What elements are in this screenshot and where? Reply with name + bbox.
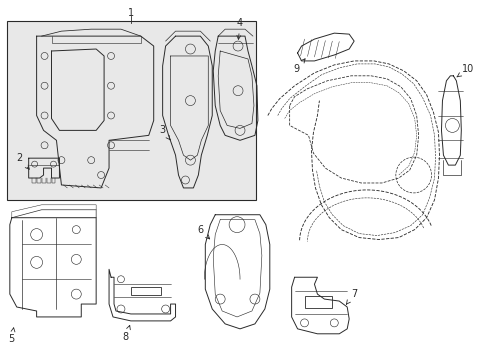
- Text: 4: 4: [236, 18, 243, 39]
- Text: 10: 10: [456, 64, 473, 77]
- Text: 1: 1: [127, 8, 134, 18]
- Text: 9: 9: [293, 59, 305, 74]
- Bar: [7, 21, 255, 200]
- Text: 8: 8: [122, 325, 130, 342]
- Bar: [304, 296, 332, 308]
- Text: 2: 2: [17, 153, 29, 169]
- Text: 6: 6: [197, 225, 209, 239]
- Text: 3: 3: [159, 125, 170, 140]
- Bar: [131, 287, 161, 295]
- Text: 5: 5: [9, 328, 15, 344]
- Text: 7: 7: [346, 289, 357, 304]
